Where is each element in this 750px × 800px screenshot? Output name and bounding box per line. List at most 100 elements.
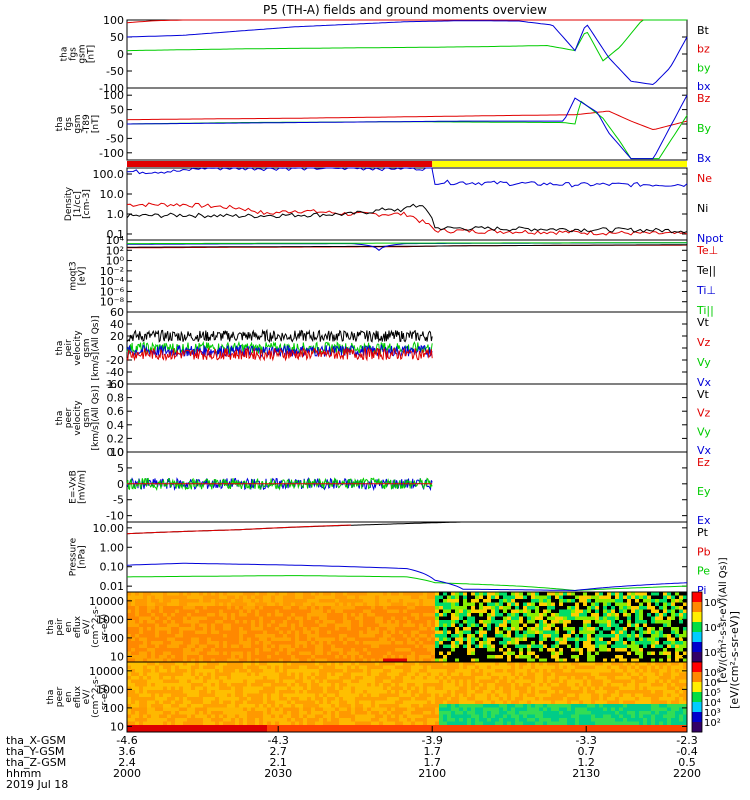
series-Ey [126, 477, 433, 491]
legend-entry: Vy [697, 356, 711, 369]
y-tick-label: 0.4 [107, 419, 125, 432]
y-tick-label: 0.0 [107, 446, 125, 459]
x-tick-label: -4.6 [116, 734, 137, 747]
legend-entry: Pt [697, 526, 709, 539]
y-tick-label: -20 [106, 354, 124, 367]
y-axis-label: gsm [78, 44, 88, 63]
series-bz [126, 19, 687, 24]
pressure-frame [126, 521, 688, 593]
colorbar-tick-label: 10⁴ [704, 623, 721, 634]
panel-fgs-gsm-t89: 100 500-50 -100 tha fgs gsm -T89 [nT] Bz By Bx [55, 87, 712, 165]
series-Te|| [127, 244, 687, 248]
series-by [127, 19, 687, 62]
colorbar-units-2: [eV/(cm²-s-sr-eV)(All Qs)] [718, 557, 729, 682]
y-axis-label: fgs [64, 117, 74, 131]
series-Vz [126, 346, 433, 362]
y-tick-label: 10 [110, 446, 124, 459]
fgs-gsm-t89-frame [126, 87, 688, 161]
y-tick-label: -100 [99, 147, 124, 160]
x-tick-label: 2000 [113, 767, 141, 780]
y-axis-label: tha [46, 690, 56, 705]
x-tick-label: 2.7 [269, 745, 287, 758]
x-tick-label: 1.2 [577, 756, 595, 769]
y-axis-label: [mV/m] [78, 470, 88, 504]
y-tick-label: 10⁻² [100, 265, 124, 278]
colorbar-tick-label: 10⁴ [704, 698, 721, 709]
y-tick-label: 1.0 [107, 208, 125, 221]
x-row-label: tha_X-GSM [6, 734, 66, 747]
y-tick-label: 10.0 [100, 188, 125, 201]
x-tick-label: -2.3 [676, 734, 697, 747]
series-Pb [126, 524, 352, 535]
panel-density: 100.0 10.0 1.0 0.1 Density [1/cc] [cm-3] Ne Ni Np… [64, 167, 724, 245]
y-axis-label: tha [46, 620, 56, 635]
y-tick-label: 100 [103, 14, 124, 27]
y-tick-label: 100 [103, 632, 124, 645]
y-axis-label: velocity [73, 330, 83, 366]
y-axis-label: peir [55, 618, 65, 636]
colorbar-tick-label: 10⁵ [704, 688, 721, 699]
legend-entry: Vy [697, 425, 711, 438]
series-Bx [127, 94, 688, 160]
colorbar-tick-label: 10⁸ [704, 598, 721, 609]
y-axis-label: eV/ [82, 689, 92, 705]
legend-entry: Vz [697, 407, 711, 420]
legend-entry: Vx [697, 444, 712, 457]
x-tick-label: -0.4 [676, 745, 697, 758]
panel-fgs-gsm: 100 50 0 -50 -100 tha fgs gsm [nT] Bt bz by bx [60, 14, 711, 95]
legend-entry: Ni [697, 202, 708, 215]
y-axis-label: gsm [82, 408, 92, 427]
legend-entry: Ey [697, 485, 711, 498]
y-axis-label: eflux [73, 615, 83, 638]
x-tick-label: 1.7 [423, 756, 441, 769]
legend-entry: Bz [697, 92, 711, 105]
legend-entry: Ez [697, 456, 710, 469]
y-tick-label: 50 [110, 104, 124, 117]
x-tick-label: 1.7 [423, 745, 441, 758]
x-tick-label: 2030 [264, 767, 292, 780]
peir-en-eflux-cells [127, 592, 688, 663]
y-tick-label: 0 [117, 342, 124, 355]
y-axis-label: [km/s](All Qs)] [91, 385, 101, 450]
legend-entry: Ex [697, 514, 711, 527]
y-tick-label: 10⁻⁴ [100, 275, 125, 288]
x-tick-label: 2.4 [118, 756, 136, 769]
x-row-label: tha_Y-GSM [6, 745, 64, 758]
legend-entry: by [697, 61, 711, 74]
x-row-label: 2019 Jul 18 [6, 778, 68, 791]
y-axis-label: moqt3 [69, 261, 79, 290]
x-tick-label: 2200 [673, 767, 701, 780]
y-tick-label: 0.2 [107, 432, 125, 445]
x-tick-label: -4.3 [267, 734, 288, 747]
y-tick-label: 0.8 [107, 392, 125, 405]
y-tick-label: 0.10 [100, 561, 125, 574]
y-tick-label: -50 [106, 132, 124, 145]
series-Pi [126, 562, 688, 592]
peer-en-eflux-cells [127, 662, 688, 733]
peer-en-eflux-frame [126, 661, 688, 733]
legend-entry: Vz [697, 336, 711, 349]
y-tick-label: 10000 [89, 665, 124, 678]
y-tick-label: 1000 [96, 683, 124, 696]
y-axis-label: [cm-3] [82, 189, 92, 219]
y-axis-label: peir [64, 339, 74, 357]
x-tick-label: 2130 [572, 767, 600, 780]
y-tick-label: 40 [110, 318, 124, 331]
colorbar-units: [eV/(cm²-s-sr-eV)] [728, 611, 741, 709]
y-axis-label: E=-VxB [69, 470, 79, 504]
x-axis-labels: -4.63.62.42000-4.32.72.12030-3.91.71.721… [6, 726, 701, 791]
y-axis-label: Density [64, 186, 74, 221]
y-tick-label: 10 [110, 720, 124, 733]
y-axis-label: [1/cc] [73, 191, 83, 217]
y-axis-label: tha [55, 341, 65, 356]
y-tick-label: 60 [110, 306, 124, 319]
series-Ti|| [127, 242, 687, 245]
x-tick-label: 2.1 [269, 756, 287, 769]
legend-entry: Te⊥ [696, 244, 718, 257]
y-tick-label: 5 [117, 462, 124, 475]
y-tick-label: -5 [113, 494, 124, 507]
